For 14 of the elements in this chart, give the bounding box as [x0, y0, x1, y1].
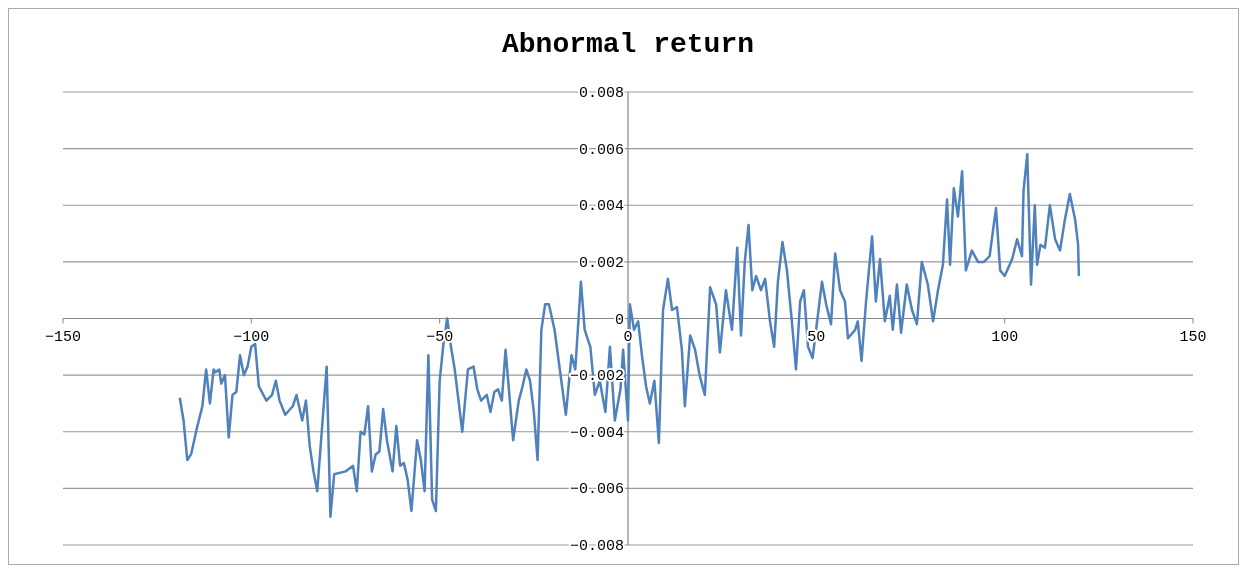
y-tick-label: 0.006 — [578, 141, 624, 159]
chart-title: Abnormal return — [501, 29, 755, 60]
y-tick-label: −0.006 — [569, 481, 624, 499]
x-tick-label: 150 — [1179, 328, 1207, 346]
y-tick-label: 0 — [614, 311, 624, 329]
y-tick-label: −0.004 — [569, 424, 624, 442]
x-tick-label: 100 — [991, 328, 1019, 346]
x-tick-label: −150 — [44, 328, 82, 346]
line-series — [178, 153, 1081, 518]
y-tick-label: 0.008 — [578, 85, 624, 102]
y-tick-label: 0.004 — [578, 198, 624, 216]
y-tick-label: −0.008 — [569, 538, 624, 555]
x-tick-label: −100 — [233, 328, 270, 346]
y-tick-label: 0.002 — [578, 254, 624, 272]
